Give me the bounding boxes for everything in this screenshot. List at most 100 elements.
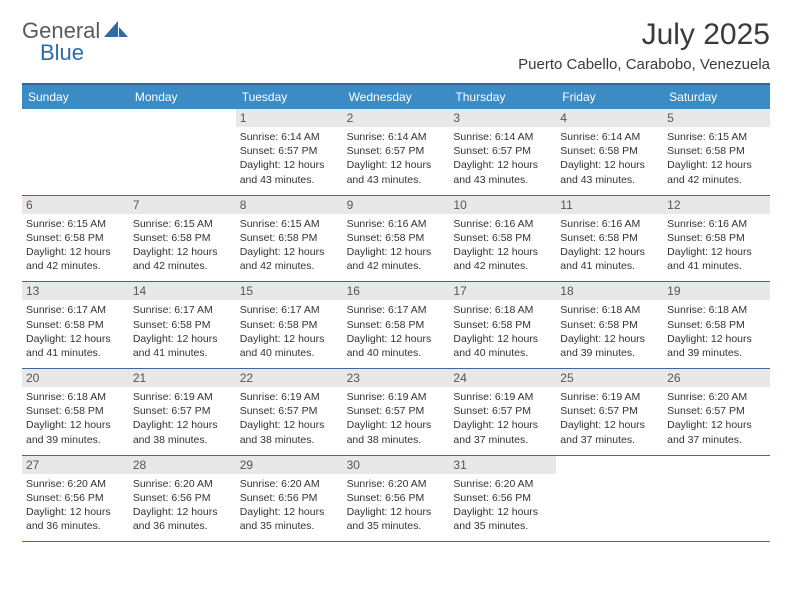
day-number: 25 — [556, 369, 663, 387]
calendar-cell: 13Sunrise: 6:17 AMSunset: 6:58 PMDayligh… — [22, 282, 129, 368]
calendar: SundayMondayTuesdayWednesdayThursdayFrid… — [22, 83, 770, 542]
location-text: Puerto Cabello, Carabobo, Venezuela — [518, 56, 770, 73]
day-number: 28 — [129, 456, 236, 474]
day-number: 3 — [449, 109, 556, 127]
week-row: 27Sunrise: 6:20 AMSunset: 6:56 PMDayligh… — [22, 456, 770, 543]
day-number: 11 — [556, 196, 663, 214]
day-header-saturday: Saturday — [663, 85, 770, 109]
day-number: 4 — [556, 109, 663, 127]
calendar-cell: 3 Sunrise: 6:14 AMSunset: 6:57 PMDaylight… — [449, 109, 556, 195]
calendar-cell: 29 Sunrise: 6:20 AMSunset: 6:56 PMDayligh… — [236, 456, 343, 542]
calendar-cell: 23 Sunrise: 6:19 AMSunset: 6:57 PMDayligh… — [343, 369, 450, 455]
calendar-cell: 2 Sunrise: 6:14 AMSunset: 6:57 PMDaylight… — [343, 109, 450, 195]
day-number: 14 — [129, 282, 236, 300]
calendar-cell — [129, 109, 236, 195]
cell-details: Sunrise: 6:17 AMSunset: 6:58 PMDaylight:… — [26, 303, 125, 360]
day-number: 21 — [129, 369, 236, 387]
day-number: 29 — [236, 456, 343, 474]
calendar-cell: 27Sunrise: 6:20 AMSunset: 6:56 PMDayligh… — [22, 456, 129, 542]
day-number: 16 — [343, 282, 450, 300]
cell-details: Sunrise: 6:18 AMSunset: 6:58 PMDaylight:… — [667, 303, 766, 360]
day-number: 23 — [343, 369, 450, 387]
title-block: July 2025 Puerto Cabello, Carabobo, Vene… — [518, 18, 770, 73]
week-row: 1Sunrise: 6:14 AMSunset: 6:57 PMDaylight… — [22, 109, 770, 196]
week-row: 6Sunrise: 6:15 AMSunset: 6:58 PMDaylight… — [22, 196, 770, 283]
cell-details: Sunrise: 6:20 AMSunset: 6:56 PMDaylight:… — [347, 477, 446, 534]
cell-details: Sunrise: 6:18 AMSunset: 6:58 PMDaylight:… — [453, 303, 552, 360]
calendar-cell: 16 Sunrise: 6:17 AMSunset: 6:58 PMDayligh… — [343, 282, 450, 368]
cell-details: Sunrise: 6:20 AMSunset: 6:57 PMDaylight:… — [667, 390, 766, 447]
calendar-cell: 19 Sunrise: 6:18 AMSunset: 6:58 PMDayligh… — [663, 282, 770, 368]
calendar-cell: 6 Sunrise: 6:15 AMSunset: 6:58 PMDaylight… — [22, 196, 129, 282]
cell-details: Sunrise: 6:18 AMSunset: 6:58 PMDaylight:… — [560, 303, 659, 360]
calendar-cell: 11 Sunrise: 6:16 AMSunset: 6:58 PMDayligh… — [556, 196, 663, 282]
calendar-cell: 10 Sunrise: 6:16 AMSunset: 6:58 PMDayligh… — [449, 196, 556, 282]
cell-details: Sunrise: 6:19 AMSunset: 6:57 PMDaylight:… — [560, 390, 659, 447]
day-number: 1 — [236, 109, 343, 127]
calendar-cell: 1 Sunrise: 6:14 AMSunset: 6:57 PMDaylight… — [236, 109, 343, 195]
cell-details: Sunrise: 6:15 AMSunset: 6:58 PMDaylight:… — [133, 217, 232, 274]
cell-details: Sunrise: 6:15 AMSunset: 6:58 PMDaylight:… — [240, 217, 339, 274]
cell-details: Sunrise: 6:16 AMSunset: 6:58 PMDaylight:… — [560, 217, 659, 274]
day-number: 18 — [556, 282, 663, 300]
day-number: 9 — [343, 196, 450, 214]
day-number: 8 — [236, 196, 343, 214]
calendar-cell: 15 Sunrise: 6:17 AMSunset: 6:58 PMDayligh… — [236, 282, 343, 368]
day-number: 12 — [663, 196, 770, 214]
day-header-thursday: Thursday — [449, 85, 556, 109]
cell-details: Sunrise: 6:16 AMSunset: 6:58 PMDaylight:… — [667, 217, 766, 274]
cell-details: Sunrise: 6:17 AMSunset: 6:58 PMDaylight:… — [347, 303, 446, 360]
calendar-cell — [22, 109, 129, 195]
calendar-cell: 14 Sunrise: 6:17 AMSunset: 6:58 PMDayligh… — [129, 282, 236, 368]
day-number: 2 — [343, 109, 450, 127]
cell-details: Sunrise: 6:14 AMSunset: 6:58 PMDaylight:… — [560, 130, 659, 187]
day-header-sunday: Sunday — [22, 85, 129, 109]
cell-details: Sunrise: 6:16 AMSunset: 6:58 PMDaylight:… — [347, 217, 446, 274]
cell-details: Sunrise: 6:17 AMSunset: 6:58 PMDaylight:… — [133, 303, 232, 360]
cell-details: Sunrise: 6:20 AMSunset: 6:56 PMDaylight:… — [453, 477, 552, 534]
cell-details: Sunrise: 6:14 AMSunset: 6:57 PMDaylight:… — [453, 130, 552, 187]
day-number: 30 — [343, 456, 450, 474]
day-number: 17 — [449, 282, 556, 300]
logo-text-blue: Blue — [40, 40, 84, 66]
calendar-cell: 5Sunrise: 6:15 AMSunset: 6:58 PMDaylight… — [663, 109, 770, 195]
calendar-cell: 28 Sunrise: 6:20 AMSunset: 6:56 PMDayligh… — [129, 456, 236, 542]
calendar-cell: 22Sunrise: 6:19 AMSunset: 6:57 PMDayligh… — [236, 369, 343, 455]
calendar-cell: 12 Sunrise: 6:16 AMSunset: 6:58 PMDayligh… — [663, 196, 770, 282]
cell-details: Sunrise: 6:20 AMSunset: 6:56 PMDaylight:… — [133, 477, 232, 534]
logo: General Blue — [22, 18, 132, 44]
calendar-cell: 26 Sunrise: 6:20 AMSunset: 6:57 PMDayligh… — [663, 369, 770, 455]
day-number: 15 — [236, 282, 343, 300]
day-header-wednesday: Wednesday — [343, 85, 450, 109]
calendar-cell — [556, 456, 663, 542]
calendar-cell: 9 Sunrise: 6:16 AMSunset: 6:58 PMDaylight… — [343, 196, 450, 282]
cell-details: Sunrise: 6:17 AMSunset: 6:58 PMDaylight:… — [240, 303, 339, 360]
calendar-cell: 20Sunrise: 6:18 AMSunset: 6:58 PMDayligh… — [22, 369, 129, 455]
calendar-cell: 31Sunrise: 6:20 AMSunset: 6:56 PMDayligh… — [449, 456, 556, 542]
cell-details: Sunrise: 6:19 AMSunset: 6:57 PMDaylight:… — [453, 390, 552, 447]
day-number: 20 — [22, 369, 129, 387]
cell-details: Sunrise: 6:20 AMSunset: 6:56 PMDaylight:… — [240, 477, 339, 534]
cell-details: Sunrise: 6:15 AMSunset: 6:58 PMDaylight:… — [26, 217, 125, 274]
day-header-friday: Friday — [556, 85, 663, 109]
logo-sail-icon — [104, 19, 130, 44]
calendar-cell: 30 Sunrise: 6:20 AMSunset: 6:56 PMDayligh… — [343, 456, 450, 542]
cell-details: Sunrise: 6:14 AMSunset: 6:57 PMDaylight:… — [347, 130, 446, 187]
cell-details: Sunrise: 6:14 AMSunset: 6:57 PMDaylight:… — [240, 130, 339, 187]
cell-details: Sunrise: 6:16 AMSunset: 6:58 PMDaylight:… — [453, 217, 552, 274]
day-header-tuesday: Tuesday — [236, 85, 343, 109]
cell-details: Sunrise: 6:19 AMSunset: 6:57 PMDaylight:… — [240, 390, 339, 447]
week-row: 20Sunrise: 6:18 AMSunset: 6:58 PMDayligh… — [22, 369, 770, 456]
calendar-cell: 24Sunrise: 6:19 AMSunset: 6:57 PMDayligh… — [449, 369, 556, 455]
day-number: 10 — [449, 196, 556, 214]
day-number: 6 — [22, 196, 129, 214]
month-title: July 2025 — [518, 18, 770, 52]
calendar-cell — [663, 456, 770, 542]
header: General Blue July 2025 Puerto Cabello, C… — [22, 18, 770, 73]
day-number: 26 — [663, 369, 770, 387]
day-header-monday: Monday — [129, 85, 236, 109]
day-number: 19 — [663, 282, 770, 300]
cell-details: Sunrise: 6:19 AMSunset: 6:57 PMDaylight:… — [347, 390, 446, 447]
calendar-cell: 17 Sunrise: 6:18 AMSunset: 6:58 PMDayligh… — [449, 282, 556, 368]
day-number: 5 — [663, 109, 770, 127]
